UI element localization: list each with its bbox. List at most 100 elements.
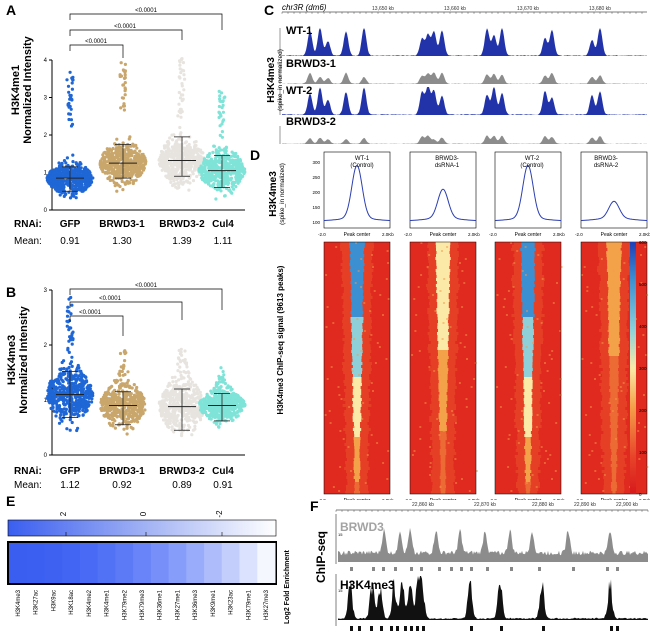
heatmap-band <box>352 377 362 380</box>
data-point <box>171 380 175 384</box>
profile-x-right-label: 2.0Kb <box>553 232 565 237</box>
data-point <box>243 404 247 408</box>
heatmap-speckle <box>387 450 390 452</box>
heatmap-speckle <box>447 442 450 444</box>
data-point <box>226 176 230 180</box>
data-point <box>64 412 68 416</box>
data-point <box>217 166 221 170</box>
heatmap-band <box>351 326 363 329</box>
data-point <box>237 404 241 408</box>
heatmap-speckle <box>382 314 384 316</box>
heatmap-x-left-label: -2.0 <box>318 498 326 500</box>
data-point <box>66 84 71 88</box>
panel-a-mean-brwd3-1: 1.30 <box>112 236 132 247</box>
heatmap-band <box>351 284 363 287</box>
data-point <box>69 95 73 99</box>
data-point <box>108 392 112 396</box>
heatmap-band <box>436 248 450 251</box>
heatmap-band <box>438 362 448 365</box>
heatmap-band <box>435 269 451 272</box>
heatmap-band <box>439 437 447 440</box>
data-point <box>115 137 119 141</box>
data-point <box>162 404 166 408</box>
data-point <box>180 353 184 357</box>
heatmap-band <box>521 263 535 266</box>
data-point <box>71 153 75 157</box>
data-point <box>67 112 71 116</box>
data-point <box>183 358 187 362</box>
data-point <box>135 385 139 390</box>
data-point <box>66 102 70 106</box>
heatmap-band <box>353 374 361 377</box>
heatmap-speckle <box>443 302 445 304</box>
heatmap-band <box>524 389 532 392</box>
data-point <box>196 414 200 418</box>
data-point <box>78 384 82 388</box>
heatmap-speckle <box>360 286 363 288</box>
heatmap-band <box>526 473 530 476</box>
data-point <box>183 361 187 365</box>
data-point <box>169 414 173 418</box>
data-point <box>173 182 177 186</box>
heatmap-band <box>350 257 364 260</box>
data-point <box>218 414 222 418</box>
data-point <box>79 170 83 174</box>
data-point <box>184 140 188 144</box>
data-point <box>124 167 128 171</box>
heatmap-speckle <box>413 450 416 452</box>
data-point <box>214 148 218 152</box>
heatmap-speckle <box>449 326 452 328</box>
heatmap-speckle <box>429 462 432 464</box>
data-point <box>194 143 198 148</box>
data-point <box>230 401 234 406</box>
heatmap-band <box>525 461 532 464</box>
data-point <box>186 412 190 416</box>
profile-x-left-label: -2.0 <box>404 232 412 237</box>
heatmap-band <box>440 443 446 446</box>
data-point <box>229 176 234 180</box>
data-point <box>223 165 227 169</box>
data-point <box>125 381 129 385</box>
data-point <box>215 164 219 168</box>
data-point <box>108 397 112 401</box>
heatmap-band <box>523 350 533 353</box>
heatmap-band <box>438 380 448 383</box>
data-point <box>50 389 54 393</box>
data-point <box>184 397 188 401</box>
heatmap-band <box>522 344 534 347</box>
heatmap-speckle <box>470 386 473 388</box>
data-point <box>138 393 142 397</box>
data-point <box>120 168 124 172</box>
data-point <box>178 63 182 67</box>
data-point <box>183 149 187 153</box>
heatmap-band <box>350 320 364 323</box>
data-point <box>192 149 196 153</box>
heatmap-speckle <box>454 422 457 424</box>
data-point <box>112 181 116 185</box>
data-point <box>49 381 53 385</box>
heatmap-band <box>438 341 448 344</box>
data-point <box>194 140 198 144</box>
heatmap-band <box>525 437 531 440</box>
data-point <box>70 399 74 403</box>
data-point <box>214 169 218 173</box>
coverage-track <box>282 87 647 115</box>
data-point <box>78 378 82 382</box>
data-point <box>172 430 176 434</box>
heatmap-speckle <box>335 246 338 248</box>
data-point <box>101 168 105 172</box>
data-point <box>88 174 92 178</box>
profile-x-left-label: -2.0 <box>318 232 326 237</box>
heatmap-band <box>437 326 449 329</box>
data-point <box>232 407 236 412</box>
data-point <box>226 181 231 185</box>
profile-frame <box>323 151 391 229</box>
heatmap-band <box>521 266 535 269</box>
heatmap-band <box>353 476 361 479</box>
data-point <box>49 179 53 183</box>
data-point <box>188 385 192 389</box>
data-point <box>181 61 185 65</box>
data-point <box>220 106 224 110</box>
data-point <box>60 378 64 382</box>
heatmap-band <box>437 344 449 347</box>
